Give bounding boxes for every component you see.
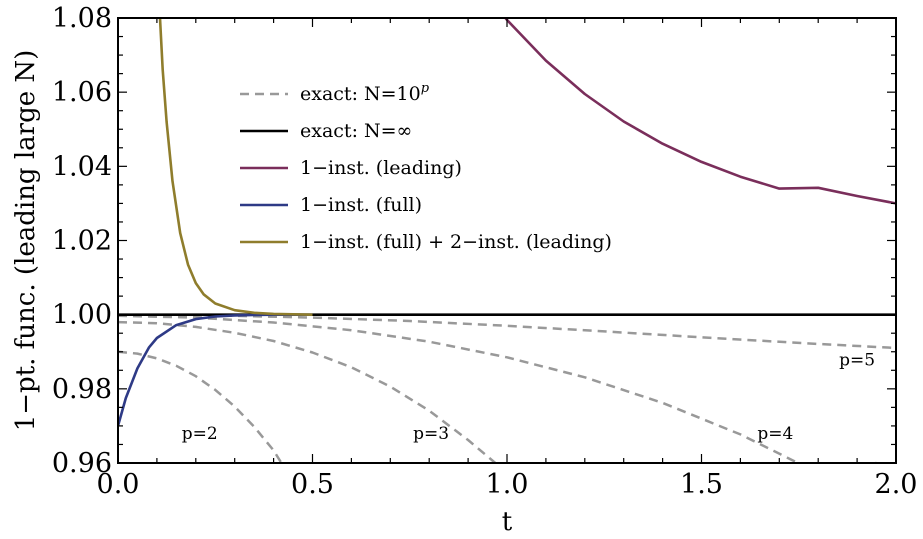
series-line-exact-p2: [118, 350, 283, 463]
y-tick-label: 1.06: [52, 77, 112, 108]
y-tick-label: 1.04: [52, 151, 112, 182]
annotations: p=2 p=3 p=4 p=5: [182, 350, 875, 443]
curve-annotation: p=5: [839, 350, 875, 370]
curve-annotation: p=3: [413, 424, 449, 444]
legend-label: 1−inst. (full): [300, 194, 422, 216]
y-tick-label: 0.98: [52, 374, 112, 405]
x-tick-label: 1.0: [486, 469, 529, 500]
ticks-layer: 0.0 0.5 1.0 1.5 2.0 0.96 0.98 1.00 1.02 1.04 1.06 1…: [52, 3, 918, 500]
legend-label: 1−inst. (full) + 2−inst. (leading): [300, 231, 612, 253]
series-layer: [118, 18, 896, 463]
series-line-exact-p4: [118, 314, 877, 463]
x-tick-label: 2.0: [875, 469, 918, 500]
x-tick-label: 0.5: [291, 469, 334, 500]
y-tick-label: 1.02: [52, 226, 112, 257]
x-tick-label: 1.5: [680, 469, 723, 500]
y-tick-label: 0.96: [52, 448, 112, 479]
y-tick-label: 1.08: [52, 3, 112, 34]
curve-annotation: p=4: [757, 424, 793, 444]
series-line-inst1-leading: [503, 18, 896, 205]
legend-label: exact: N=10p: [300, 81, 430, 105]
series-line-inst1-full-inst2-leading: [158, 18, 313, 316]
x-tick-label: 0.0: [97, 469, 140, 500]
y-tick-label: 1.00: [52, 300, 112, 331]
legend-label-sup: p: [421, 81, 430, 96]
curve-annotation: p=2: [182, 424, 218, 444]
y-axis-label: 1−pt. func. (leading large N): [11, 50, 41, 432]
x-axis-label: t: [502, 507, 513, 537]
series-line-exact-p5: [118, 313, 896, 350]
legend: exact: N=10p exact: N=∞ 1−inst. (leading) 1…: [240, 81, 612, 253]
series-line-inst1-full: [118, 313, 313, 427]
series-line-exact-p3: [118, 320, 497, 463]
legend-label: 1−inst. (leading): [300, 157, 462, 179]
legend-label: exact: N=∞: [300, 120, 412, 142]
